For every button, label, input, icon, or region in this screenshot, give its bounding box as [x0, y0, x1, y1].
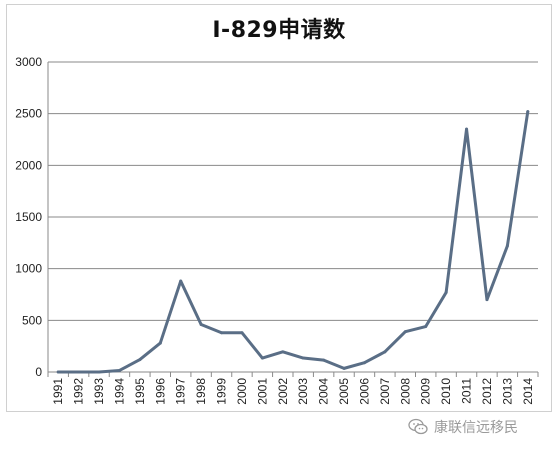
data-point-1992 [77, 370, 81, 374]
data-point-2000 [240, 331, 244, 335]
x-tick-label-2010: 2010 [439, 378, 453, 405]
y-tick-label-1000: 1000 [15, 262, 42, 276]
data-point-2010 [444, 290, 448, 294]
data-point-2002 [281, 350, 285, 354]
data-point-2006 [362, 361, 366, 365]
data-point-2013 [505, 244, 509, 248]
x-tick-label-2002: 2002 [276, 378, 290, 405]
data-point-1996 [158, 341, 162, 345]
data-point-2011 [465, 127, 469, 131]
data-point-2012 [485, 298, 489, 302]
data-point-2005 [342, 366, 346, 370]
x-tick-label-2009: 2009 [419, 378, 433, 405]
x-tick-label-2014: 2014 [521, 378, 535, 405]
data-point-2014 [526, 110, 530, 114]
data-point-1998 [199, 322, 203, 326]
x-tick-label-1998: 1998 [194, 378, 208, 405]
watermark-text: 康联信远移民 [434, 420, 518, 436]
data-point-1997 [179, 279, 183, 283]
data-point-2003 [301, 356, 305, 360]
x-tick-label-1997: 1997 [174, 378, 188, 405]
chart-title: I-829申请数 [212, 18, 346, 43]
x-tick-label-1996: 1996 [153, 378, 167, 405]
data-point-2004 [322, 358, 326, 362]
x-tick-label-1991: 1991 [51, 378, 65, 405]
data-point-2001 [260, 356, 264, 360]
x-tick-label-2013: 2013 [500, 378, 514, 405]
x-tick-label-1994: 1994 [112, 378, 126, 405]
data-point-2007 [383, 350, 387, 354]
y-tick-label-500: 500 [22, 313, 42, 327]
x-tick-label-2000: 2000 [235, 378, 249, 405]
y-tick-label-2000: 2000 [15, 158, 42, 172]
x-tick-label-1993: 1993 [92, 378, 106, 405]
x-tick-label-2012: 2012 [480, 378, 494, 405]
x-tick-label-2011: 2011 [460, 378, 474, 404]
x-tick-label-2003: 2003 [296, 378, 310, 405]
watermark: 康联信远移民 [408, 416, 558, 438]
data-point-1991 [56, 370, 60, 374]
series-line-0 [56, 110, 530, 374]
x-tick-label-2008: 2008 [398, 378, 412, 405]
data-point-2009 [424, 325, 428, 329]
data-point-1993 [97, 370, 101, 374]
x-tick-label-2006: 2006 [357, 378, 371, 405]
x-tick-label-1992: 1992 [72, 378, 86, 405]
data-point-1999 [220, 331, 224, 335]
x-tick-label-1995: 1995 [133, 378, 147, 405]
data-point-1995 [138, 358, 142, 362]
x-tick-label-2001: 2001 [255, 378, 269, 405]
x-tick-label-2007: 2007 [378, 378, 392, 405]
data-point-1994 [117, 368, 121, 372]
y-tick-label-2500: 2500 [15, 107, 42, 121]
x-tick-label-2004: 2004 [317, 378, 331, 405]
wechat-icon [408, 418, 428, 435]
chart-frame [6, 4, 552, 412]
x-tick-label-2005: 2005 [337, 378, 351, 405]
y-tick-label-3000: 3000 [15, 55, 42, 69]
x-tick-label-1999: 1999 [215, 378, 229, 405]
y-tick-label-0: 0 [35, 365, 42, 379]
y-tick-label-1500: 1500 [15, 210, 42, 224]
data-point-2008 [403, 330, 407, 334]
